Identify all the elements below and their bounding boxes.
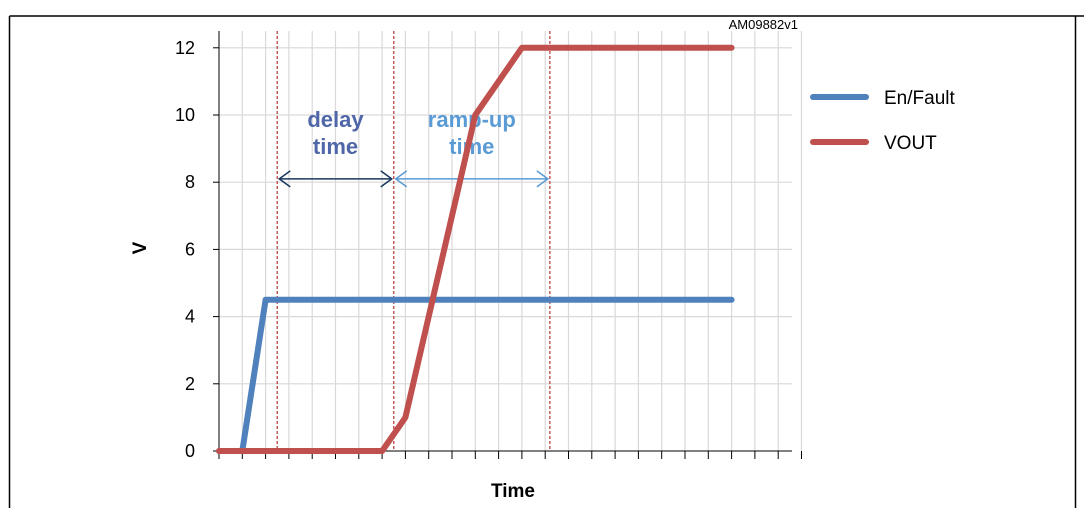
series-line-en-fault (216, 296, 735, 454)
annotation-label-delay: time (313, 134, 358, 159)
y-tick-label: 4 (185, 307, 195, 327)
annotation-arrowhead-left (394, 170, 408, 188)
x-axis-label: Time (491, 481, 535, 502)
legend-label: VOUT (884, 133, 937, 154)
annotation-arrowhead-left (277, 170, 291, 188)
y-tick-label: 6 (185, 239, 195, 259)
y-tick-labels: 0 2 4 6 8 10 12 (175, 38, 195, 461)
y-tick-label: 8 (185, 172, 195, 192)
y-tick-label: 0 (185, 441, 195, 461)
annotation-arrowhead-right (536, 170, 550, 188)
annotation-label-delay: delay (307, 107, 364, 132)
legend-label: En/Fault (884, 88, 955, 109)
y-tick-label: 10 (175, 105, 195, 125)
grid (219, 31, 803, 451)
y-tick-label: 12 (175, 38, 195, 58)
annotation-arrowhead-right (380, 170, 394, 188)
y-tick-label: 2 (185, 374, 195, 394)
axes (213, 31, 802, 459)
legend: En/Fault VOUT (810, 88, 955, 154)
figure-id: AM09882v1 (729, 17, 798, 32)
series-lines (216, 44, 735, 454)
series-line-vout (216, 44, 735, 454)
marker-lines (276, 31, 551, 451)
y-axis-label: V (130, 241, 151, 254)
